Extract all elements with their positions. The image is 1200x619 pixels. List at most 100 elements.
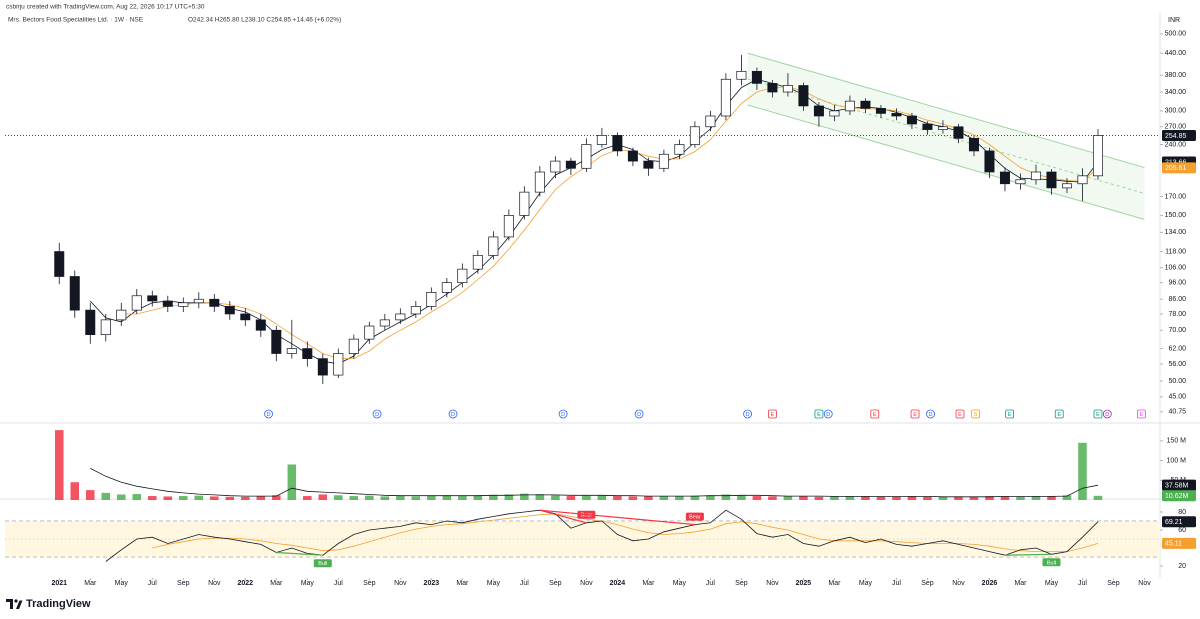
candle-body (891, 113, 902, 117)
candle-body (410, 306, 421, 315)
volume-bar (272, 495, 281, 500)
y-tick-label: 240.00 (1165, 141, 1187, 148)
volume-bar (613, 496, 622, 500)
event-icon (264, 409, 273, 419)
volume-bar (737, 495, 746, 500)
y-tick-label: 380.00 (1165, 72, 1187, 79)
event-label: D (637, 412, 641, 418)
candle-body (193, 298, 204, 304)
volume-bar (861, 496, 870, 500)
moving-average (121, 86, 1099, 359)
x-tick-label: May (301, 580, 315, 587)
volume-bar (752, 496, 762, 500)
x-tick-label: Mar (1014, 580, 1027, 587)
x-tick-label: 2021 (51, 580, 67, 587)
y-tick-label: 440.00 (1165, 50, 1187, 57)
candle-body (813, 105, 824, 117)
volume-bar (597, 495, 607, 500)
candle-body (395, 313, 406, 321)
event-icon (926, 409, 935, 419)
candle-body (860, 100, 871, 109)
x-tick-label: 2023 (424, 580, 440, 587)
x-tick-label: Jul (520, 580, 529, 587)
x-tick-label: May (115, 580, 129, 587)
volume-bar (303, 496, 312, 500)
y-tick-label: 300.00 (1165, 108, 1187, 115)
x-tick-label: 2025 (796, 580, 812, 587)
y-tick-label: 106.00 (1165, 265, 1187, 272)
candle-body (54, 251, 65, 277)
y-tick-label: 500.00 (1165, 31, 1187, 38)
volume-bar (690, 495, 700, 500)
candle-body (472, 255, 483, 270)
x-tick-label: Jul (892, 580, 901, 587)
volume-ma (90, 468, 1099, 498)
volume-bar (1000, 496, 1010, 500)
logo (6, 599, 23, 609)
volume-bar (349, 496, 359, 500)
event-icon (448, 409, 458, 419)
candle-body (240, 313, 251, 321)
volume-bar (551, 495, 560, 500)
event-icon (558, 409, 568, 419)
price-tag-label: 205.61 (1165, 165, 1187, 172)
candle-body (131, 295, 142, 311)
x-tick-label: 2022 (238, 580, 254, 587)
candle-body (1092, 135, 1103, 177)
volume-bar (876, 496, 886, 500)
x-tick-label: May (1045, 580, 1059, 587)
candle-body (317, 358, 328, 376)
volume-bar (907, 496, 917, 500)
volume-bar (318, 494, 328, 500)
candle-body (953, 126, 964, 139)
volume-bar (473, 495, 483, 500)
volume-bar (101, 492, 111, 500)
candle-body (581, 144, 592, 169)
x-tick-label: Mar (84, 580, 97, 587)
candle-body (426, 292, 437, 307)
divergence-label: Bull (318, 561, 327, 567)
event-label: D (451, 412, 455, 418)
x-tick-label: Sep (363, 580, 376, 587)
x-tick-label: Jul (1078, 580, 1087, 587)
volume-bar (628, 496, 638, 500)
event-label: D (375, 412, 379, 418)
price-tag-label: 69.21 (1165, 519, 1183, 526)
volume-bar (163, 496, 173, 500)
candle-body (224, 306, 235, 315)
volume-bar (334, 495, 343, 500)
event-label: D (746, 412, 750, 418)
event-label: D (1105, 412, 1109, 418)
event-icon (634, 409, 644, 419)
divergence-tag (1042, 558, 1061, 567)
volume-bar (814, 496, 824, 500)
candle-body (100, 319, 111, 335)
candle-body (116, 309, 127, 321)
divergence-label: Bear (581, 513, 593, 519)
y-tick-label: 56.00 (1168, 361, 1186, 368)
candle-body (689, 126, 700, 145)
candle-body (333, 353, 344, 376)
candle-body (658, 153, 669, 169)
x-tick-label: Mar (828, 580, 841, 587)
divergence-line (539, 509, 587, 524)
candle-body (271, 329, 282, 354)
y-tick-label: 118.00 (1165, 248, 1186, 255)
candle-body (441, 282, 452, 293)
volume-bar (427, 495, 436, 500)
divergence-tag (685, 512, 704, 521)
volume-bar (458, 496, 467, 500)
y-tick-label: 170.00 (1165, 193, 1187, 200)
event-label: E (1140, 412, 1144, 418)
x-tick-label: Nov (580, 580, 593, 587)
candle-body (255, 319, 266, 331)
y-tick-label: 150.00 (1165, 212, 1187, 219)
x-tick-label: May (673, 580, 687, 587)
channel-mid (747, 78, 1145, 194)
candle-body (534, 171, 545, 193)
event-icon (372, 409, 382, 419)
candle-body (705, 115, 716, 128)
event-label: D (267, 412, 271, 418)
divergence-label: Bull (1047, 560, 1056, 566)
